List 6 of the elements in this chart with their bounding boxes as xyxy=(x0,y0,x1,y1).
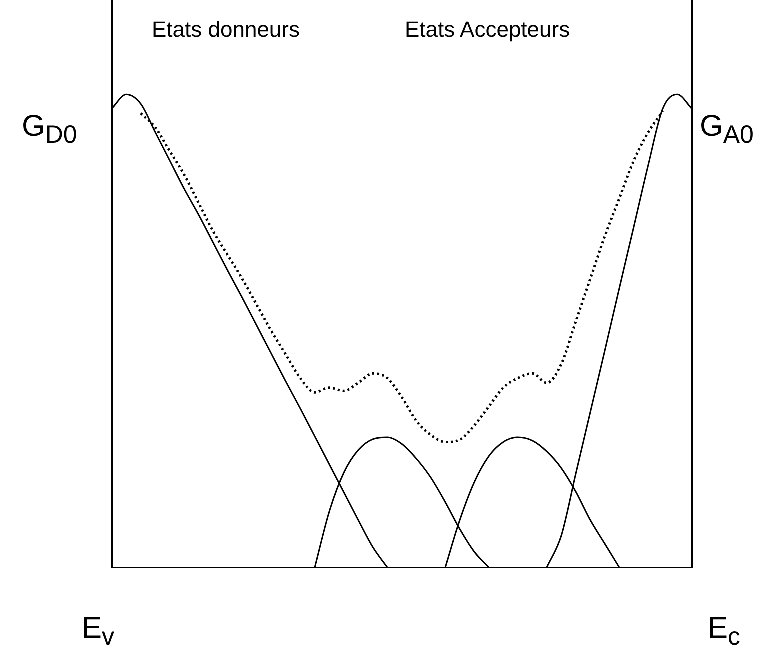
text: E$_{c}$ xyxy=(708,612,741,652)
text: E$_{v}$ xyxy=(82,612,115,652)
text: Etats donneurs xyxy=(152,17,300,42)
text: G$_{D0}$ xyxy=(22,110,78,150)
text: G$_{A0}$ xyxy=(700,110,754,150)
text: Etats Accepteurs xyxy=(405,17,570,42)
